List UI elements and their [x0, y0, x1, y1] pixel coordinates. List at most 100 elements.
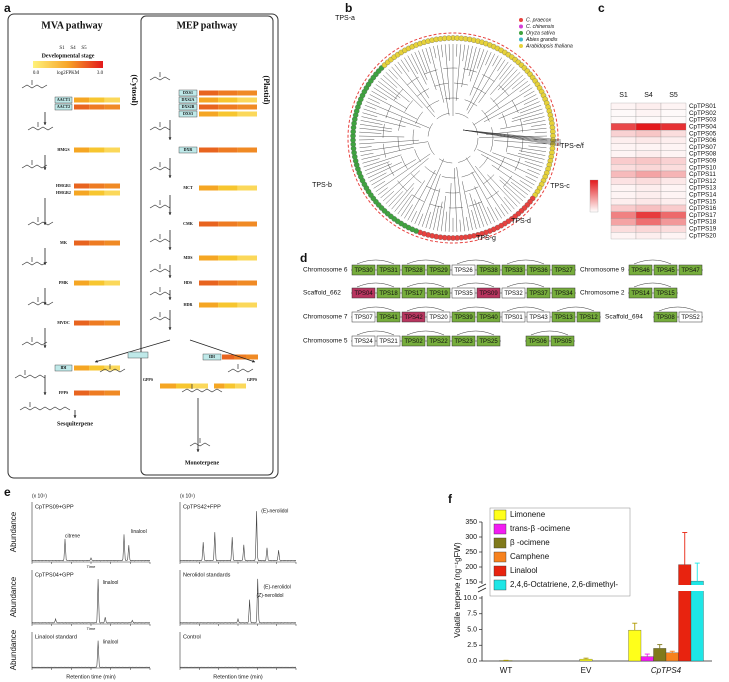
arrow-head	[168, 137, 172, 140]
enzyme-label: DXS1	[183, 90, 193, 95]
gene-box	[451, 287, 476, 299]
duplication-arc	[356, 306, 395, 312]
expression-cell	[199, 255, 219, 261]
leaf	[446, 35, 452, 41]
legend-label: C. praecox	[526, 17, 551, 23]
heatmap-cell	[660, 211, 687, 219]
expression-cell	[104, 240, 120, 246]
gene-label: TPS06	[528, 339, 547, 345]
expression-cell	[160, 383, 176, 389]
heatmap-cell	[635, 136, 662, 144]
enzyme-label: MK	[60, 240, 68, 245]
branch	[404, 57, 430, 99]
expression-cell	[237, 221, 257, 227]
branch	[518, 153, 545, 160]
scaffold-label: Scaffold_662	[303, 290, 341, 297]
column-label: S4	[644, 92, 653, 99]
enzyme-label: PMK	[59, 280, 69, 285]
branch	[525, 175, 537, 182]
branch	[519, 105, 542, 114]
arrow-head	[43, 345, 47, 348]
gene-box	[376, 264, 401, 276]
enzyme-box	[54, 364, 73, 372]
branch	[441, 44, 443, 58]
row-label: CpTPS16	[689, 205, 717, 212]
branch	[519, 180, 533, 189]
branch	[497, 69, 518, 91]
scale-note: (x 10⁵)	[32, 493, 47, 499]
bar	[690, 580, 704, 662]
heatmap-cell	[635, 130, 662, 138]
arrow-head	[252, 359, 255, 363]
branch	[459, 219, 462, 232]
expression-cell	[199, 302, 219, 308]
expression-cell	[218, 280, 238, 286]
row-label: CpTPS04	[689, 123, 717, 130]
gene-box	[526, 264, 551, 276]
row-label: CpTPS20	[689, 232, 717, 239]
enzyme-label: MVDC	[57, 320, 70, 325]
row-label: CpTPS01	[689, 103, 717, 110]
column-label: S5	[669, 92, 678, 99]
branch	[510, 181, 528, 195]
gene-box	[550, 335, 575, 347]
heatmap-cell	[660, 109, 687, 117]
arrow-head	[95, 359, 98, 363]
gene-box	[376, 287, 401, 299]
gene-box	[526, 287, 551, 299]
x-axis-label: Retention time (min)	[66, 674, 116, 680]
pathway-title: MVA pathway	[41, 20, 102, 31]
legend-title: Developmental stage	[42, 53, 95, 59]
clade-label: TPS-g	[476, 235, 496, 242]
gene-label: TPS22	[429, 339, 448, 345]
expression-cell	[199, 221, 219, 227]
molecule	[27, 221, 54, 226]
gene-label: TPS21	[379, 339, 398, 345]
legend-label: β -ocimene	[510, 538, 550, 547]
branch	[359, 124, 393, 130]
branch	[478, 61, 509, 103]
branch	[373, 180, 386, 189]
row-label: CpTPS06	[689, 137, 717, 144]
expression-cell	[104, 104, 120, 110]
branch	[418, 50, 428, 73]
enzyme-label: DXR	[184, 147, 193, 152]
heatmap-cell	[660, 170, 687, 178]
heatmap-cell	[660, 150, 687, 158]
gene-box	[451, 311, 476, 323]
expression-cell	[74, 390, 90, 396]
heatmap-cell	[610, 116, 637, 124]
heatmap-cell	[660, 232, 687, 240]
expression-cell	[246, 354, 258, 360]
enzyme-label: DXS3	[183, 111, 193, 116]
molecule	[99, 368, 126, 373]
heatmap-cell	[635, 177, 662, 185]
bar	[640, 656, 654, 662]
compartment-label: (Plastid)	[262, 76, 271, 105]
branch	[512, 108, 543, 119]
legend-label: Oryza sativa	[526, 30, 555, 36]
heatmap-cell	[610, 123, 637, 131]
branch	[360, 152, 374, 156]
branch	[400, 180, 425, 217]
gene-label: TPS45	[656, 268, 675, 274]
enzyme-label: MDS	[184, 255, 194, 260]
y-tick-label: 200	[465, 564, 477, 571]
branch	[468, 46, 477, 77]
heatmap-cell	[635, 218, 662, 226]
heatmap-cell	[660, 218, 687, 226]
legend-swatch	[493, 565, 507, 577]
scaffold-label: Scaffold_694	[605, 314, 643, 321]
axis-break-gap	[660, 585, 710, 591]
peak-label: (E)-nerolidol	[264, 585, 291, 591]
legend-swatch	[493, 537, 507, 549]
panel-frame	[7, 13, 279, 479]
branch	[363, 154, 402, 168]
expression-cell	[237, 90, 257, 96]
molecule	[19, 406, 71, 411]
duplication-arc	[456, 259, 495, 265]
gene-box	[628, 287, 653, 299]
branch	[388, 69, 399, 80]
gene-label: TPS29	[429, 268, 448, 274]
gene-label: TPS17	[404, 291, 423, 297]
